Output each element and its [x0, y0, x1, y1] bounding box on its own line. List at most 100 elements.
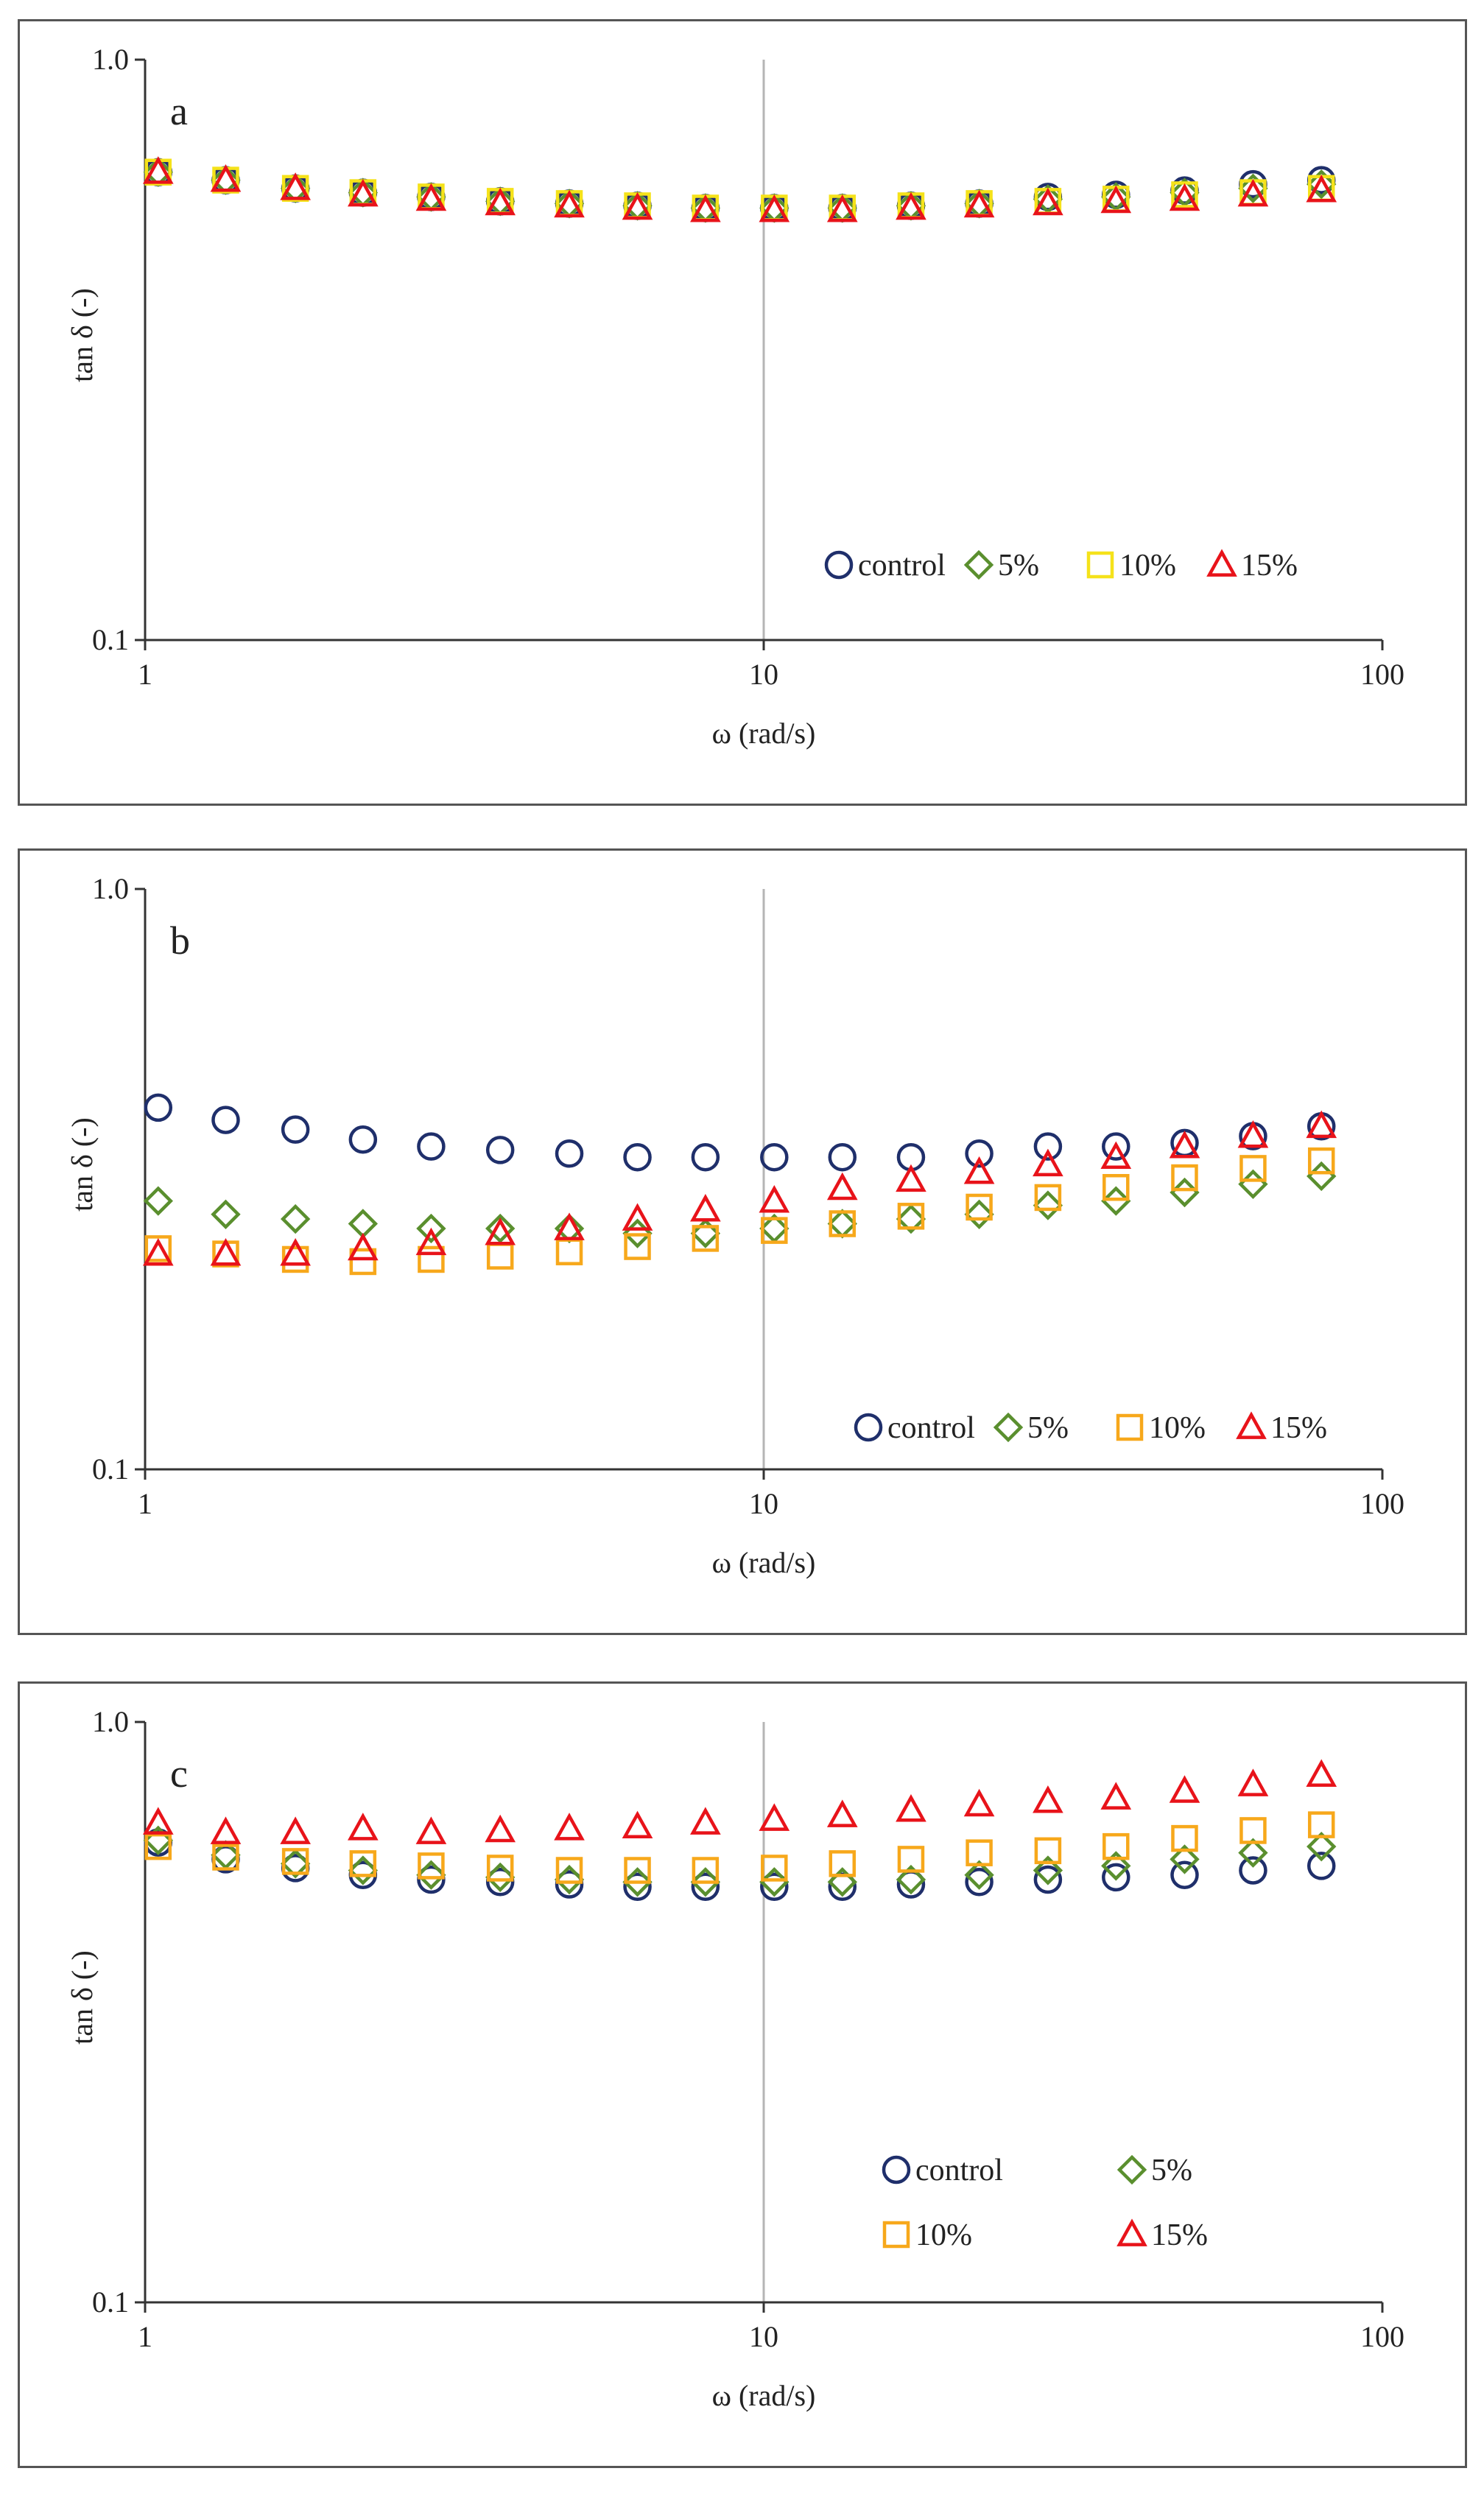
data-point-triangle [759, 194, 790, 222]
data-point-triangle [1306, 1759, 1337, 1787]
data-point-triangle [1237, 1768, 1269, 1796]
data-point-triangle [1100, 1141, 1132, 1170]
data-point-diamond [1101, 1186, 1131, 1216]
data-point-square [349, 1850, 377, 1877]
data-point-diamond [759, 1867, 790, 1897]
data-point-circle [417, 1865, 446, 1894]
data-point-triangle [210, 1237, 242, 1266]
data-point-diamond [964, 1860, 994, 1890]
data-point-circle [1239, 1856, 1267, 1885]
data-point-diamond [348, 1209, 379, 1239]
data-point-square [761, 1217, 788, 1244]
x-tick-label: 1 [138, 1487, 152, 1520]
data-point-circle [623, 1872, 652, 1902]
data-point-triangle [1306, 175, 1337, 203]
panel-letter: b [170, 918, 190, 963]
legend-label: control [858, 549, 946, 583]
y-tick-label: 0.1 [92, 1452, 129, 1486]
data-point-diamond [827, 1209, 857, 1239]
chart-panel-a: 0.1 1.0 1 10 100 ω (rad/s) tan δ (-) a control 5%… [18, 19, 1467, 806]
data-point-diamond [416, 1213, 446, 1244]
data-point-square [692, 1857, 720, 1884]
panel-letter: c [170, 1751, 188, 1796]
data-point-diamond [1307, 1161, 1337, 1192]
data-point-circle [1102, 1863, 1130, 1892]
legend-marker-circle [824, 550, 854, 580]
y-tick-label: 1.0 [92, 1705, 129, 1738]
x-tick-label: 1 [138, 658, 152, 691]
data-point-triangle [896, 1164, 926, 1192]
data-point-diamond [280, 1203, 311, 1234]
data-point-triangle [622, 1810, 653, 1839]
data-point-diamond [690, 1218, 721, 1248]
data-point-square [486, 1243, 514, 1270]
data-point-diamond [416, 1860, 446, 1890]
data-point-circle [281, 1115, 310, 1144]
data-point-circle [760, 1142, 789, 1172]
x-tick-label: 1 [138, 2320, 152, 2353]
data-point-circle [1102, 1132, 1130, 1161]
data-point-diamond [896, 1864, 926, 1895]
y-tick-label: 0.1 [92, 623, 129, 656]
data-point-square [624, 1857, 651, 1884]
legend-marker-square [1116, 1413, 1144, 1441]
data-point-square [144, 1235, 172, 1262]
data-point-diamond [1307, 169, 1337, 200]
data-point-square [1171, 1164, 1198, 1192]
x-tick-label: 10 [749, 1487, 778, 1520]
data-point-circle [760, 1872, 789, 1902]
data-point-triangle [1169, 183, 1200, 211]
data-point-triangle [554, 1212, 585, 1240]
data-point-diamond [1238, 1838, 1268, 1868]
legend-label: 5% [1027, 1411, 1069, 1445]
data-point-diamond [1033, 1855, 1063, 1885]
data-point-diamond [1033, 1190, 1063, 1220]
data-point-square [897, 1846, 925, 1873]
x-axis-label: ω (rad/s) [712, 717, 816, 750]
data-point-triangle [1033, 1785, 1063, 1813]
data-point-triangle [348, 178, 379, 207]
data-point-diamond [348, 1855, 379, 1885]
data-point-circle [1307, 1852, 1336, 1880]
data-point-triangle [1033, 187, 1063, 216]
chart-panel-c: 0.1 1.0 1 10 100 ω (rad/s) tan δ (-) c control 5%… [18, 1681, 1467, 2468]
data-point-triangle [280, 172, 311, 200]
data-point-diamond [690, 1867, 721, 1897]
x-tick-label: 100 [1360, 1487, 1404, 1520]
chart-svg-a: 0.1 1.0 1 10 100 ω (rad/s) tan δ (-) a control 5%… [66, 43, 1404, 750]
x-tick-label: 10 [749, 2320, 778, 2353]
data-point-circle [965, 1139, 994, 1168]
data-point-triangle [1033, 1148, 1063, 1177]
data-point-triangle [963, 1156, 995, 1184]
y-tick-label: 1.0 [92, 872, 129, 905]
data-point-triangle [759, 1803, 790, 1831]
data-point-square [966, 1193, 993, 1221]
data-point-square [212, 1844, 239, 1871]
data-point-square [624, 1233, 651, 1260]
data-point-diamond [1238, 173, 1268, 203]
data-point-square [418, 1245, 445, 1273]
legend-marker-square [882, 2221, 910, 2249]
data-point-triangle [690, 194, 721, 222]
data-point-circle [965, 1868, 994, 1897]
legend-label: control [915, 2154, 1003, 2187]
legend-label: control [887, 1411, 975, 1445]
data-point-circle [623, 1142, 652, 1172]
legend-label: 5% [998, 549, 1039, 583]
data-point-triangle [1306, 1110, 1337, 1139]
data-point-diamond [827, 1867, 857, 1897]
data-point-triangle [348, 1232, 379, 1261]
data-point-triangle [142, 1807, 174, 1835]
data-point-diamond [964, 1199, 994, 1229]
data-point-square [555, 1857, 583, 1884]
data-point-diamond [280, 1849, 311, 1879]
data-point-triangle [826, 194, 858, 222]
x-axis-label: ω (rad/s) [712, 2379, 816, 2412]
data-point-triangle [210, 1816, 242, 1844]
data-point-triangle [280, 1816, 311, 1844]
data-point-triangle [554, 189, 585, 218]
data-point-diamond [1170, 1177, 1200, 1208]
data-point-triangle [142, 1237, 174, 1266]
data-point-triangle [896, 191, 926, 220]
data-point-diamond [485, 1213, 516, 1244]
